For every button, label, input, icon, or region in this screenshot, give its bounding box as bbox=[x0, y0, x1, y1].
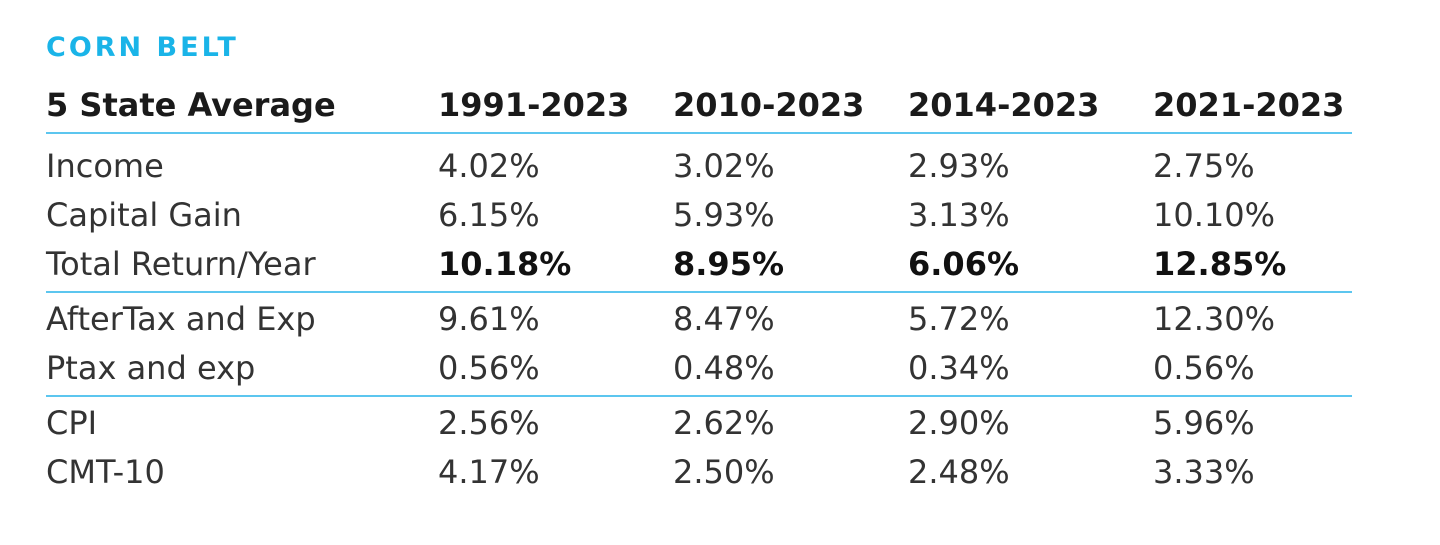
row-label: Income bbox=[46, 147, 164, 185]
section-title: CORN BELT bbox=[46, 32, 239, 63]
row-value: 3.02% bbox=[673, 147, 775, 185]
row-label: AfterTax and Exp bbox=[46, 300, 316, 338]
row-value: 5.93% bbox=[673, 196, 775, 234]
row-value: 12.30% bbox=[1153, 300, 1276, 338]
row-value: 0.34% bbox=[908, 349, 1010, 387]
row-value: 4.17% bbox=[438, 453, 540, 491]
row-value: 3.33% bbox=[1153, 453, 1255, 491]
row-value: 2.90% bbox=[908, 404, 1010, 442]
row-value: 2.56% bbox=[438, 404, 540, 442]
table-row-capital-gain: Capital Gain 6.15% 5.93% 3.13% 10.10% bbox=[46, 191, 1352, 240]
row-value: 0.56% bbox=[438, 349, 540, 387]
header-label: 5 State Average bbox=[46, 86, 336, 124]
group-divider bbox=[46, 291, 1352, 293]
table-row-cpi: CPI 2.56% 2.62% 2.90% 5.96% bbox=[46, 399, 1352, 448]
row-value: 6.06% bbox=[908, 245, 1020, 283]
row-value: 8.95% bbox=[673, 245, 785, 283]
row-value: 2.75% bbox=[1153, 147, 1255, 185]
row-value: 0.48% bbox=[673, 349, 775, 387]
row-value: 10.18% bbox=[438, 245, 572, 283]
row-value: 3.13% bbox=[908, 196, 1010, 234]
row-label: Total Return/Year bbox=[46, 245, 316, 283]
row-value: 9.61% bbox=[438, 300, 540, 338]
row-value: 2.93% bbox=[908, 147, 1010, 185]
row-value: 2.50% bbox=[673, 453, 775, 491]
row-label: Capital Gain bbox=[46, 196, 242, 234]
row-value: 2.62% bbox=[673, 404, 775, 442]
table-row-income: Income 4.02% 3.02% 2.93% 2.75% bbox=[46, 142, 1352, 191]
row-value: 2.48% bbox=[908, 453, 1010, 491]
row-label: CPI bbox=[46, 404, 98, 442]
row-value: 4.02% bbox=[438, 147, 540, 185]
row-value: 5.96% bbox=[1153, 404, 1255, 442]
row-label: CMT-10 bbox=[46, 453, 165, 491]
row-value: 10.10% bbox=[1153, 196, 1276, 234]
row-value: 6.15% bbox=[438, 196, 540, 234]
header-period-1991-2023: 1991-2023 bbox=[438, 86, 630, 124]
group-divider bbox=[46, 395, 1352, 397]
table-row-ptax: Ptax and exp 0.56% 0.48% 0.34% 0.56% bbox=[46, 344, 1352, 393]
row-value: 5.72% bbox=[908, 300, 1010, 338]
row-label: Ptax and exp bbox=[46, 349, 256, 387]
header-period-2021-2023: 2021-2023 bbox=[1153, 86, 1345, 124]
table-header-row: 5 State Average 1991-2023 2010-2023 2014… bbox=[46, 82, 1352, 132]
row-value: 12.85% bbox=[1153, 245, 1287, 283]
row-value: 8.47% bbox=[673, 300, 775, 338]
header-period-2010-2023: 2010-2023 bbox=[673, 86, 865, 124]
returns-table: 5 State Average 1991-2023 2010-2023 2014… bbox=[46, 82, 1352, 497]
table-row-total-return: Total Return/Year 10.18% 8.95% 6.06% 12.… bbox=[46, 240, 1352, 289]
row-value: 0.56% bbox=[1153, 349, 1255, 387]
header-divider bbox=[46, 132, 1352, 134]
table-row-cmt-10: CMT-10 4.17% 2.50% 2.48% 3.33% bbox=[46, 448, 1352, 497]
table-row-aftertax: AfterTax and Exp 9.61% 8.47% 5.72% 12.30… bbox=[46, 295, 1352, 344]
header-period-2014-2023: 2014-2023 bbox=[908, 86, 1100, 124]
